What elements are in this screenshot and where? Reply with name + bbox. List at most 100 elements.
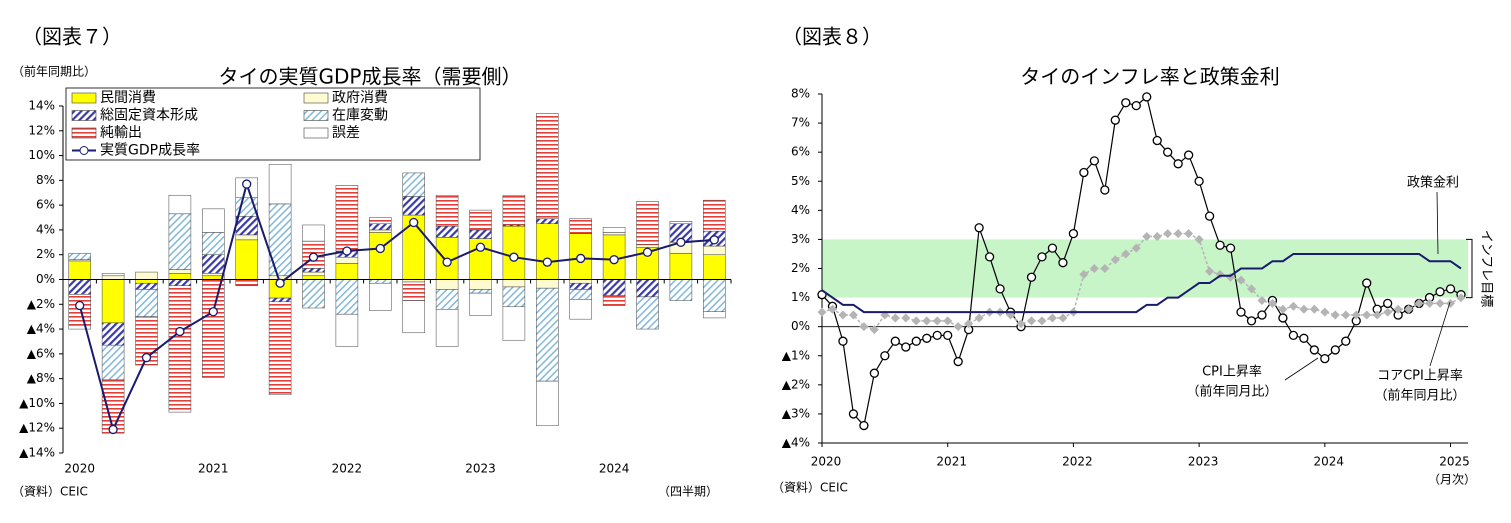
y-tick-label: ▲1% (782, 348, 810, 362)
point (1341, 310, 1351, 320)
point (1131, 243, 1141, 253)
bar-segment (168, 269, 192, 274)
bar-segment (168, 273, 192, 280)
point (1404, 304, 1414, 314)
point (869, 325, 879, 335)
point (75, 300, 85, 311)
point (922, 316, 932, 326)
y-tick-label: ▲8% (27, 371, 55, 385)
point (1267, 298, 1277, 308)
point (1079, 167, 1089, 178)
y-tick-label: 4% (36, 222, 55, 236)
point (141, 352, 152, 363)
point (1100, 264, 1110, 273)
bar-segment (369, 282, 392, 311)
bar-segment (435, 279, 459, 290)
bar-segment (602, 227, 626, 233)
bar-segment (703, 199, 726, 232)
point (175, 326, 185, 337)
x-tick-label: 2024 (1314, 455, 1345, 469)
y-tick-label: 0% (791, 319, 810, 333)
bar-segment (135, 282, 158, 290)
bar-segment (369, 229, 392, 233)
bar-segment (435, 289, 459, 310)
legend-label: 総固定資本形成 (100, 108, 198, 124)
point (869, 368, 880, 378)
bar-segment (302, 268, 325, 273)
bar-segment (135, 271, 158, 280)
legend-swatch (303, 92, 329, 104)
annotation-leader (1436, 191, 1439, 255)
bar-segment (235, 216, 258, 236)
bar-segment (703, 245, 726, 255)
point (1037, 252, 1047, 262)
bar-segment (536, 287, 559, 382)
point (1131, 100, 1141, 111)
bar-segment (202, 273, 225, 277)
point (1163, 229, 1173, 239)
y-tick-label: 1% (791, 290, 810, 304)
figure-label: （図表７） (22, 25, 122, 49)
point (1225, 243, 1236, 253)
point (1089, 156, 1100, 166)
y-tick-label: 0% (36, 272, 55, 286)
bar-segment (168, 194, 192, 215)
bar-segment (569, 289, 592, 300)
point (1288, 301, 1298, 311)
chart-title: タイの実質GDP成長率（需要側） (219, 65, 522, 89)
bar-segment (268, 163, 292, 205)
bar-segment (402, 300, 425, 334)
bar-segment (502, 279, 526, 288)
bar-segment (202, 279, 225, 378)
point (1152, 135, 1162, 146)
y-tick-label: 2% (36, 247, 55, 261)
point (1257, 295, 1267, 305)
bar-segment (335, 256, 359, 264)
bar-segment (469, 209, 492, 231)
bar-segment (569, 299, 592, 320)
bar-segment (68, 260, 91, 280)
point (1330, 310, 1340, 320)
point (409, 217, 419, 228)
point (108, 424, 118, 435)
bar-segment (101, 273, 125, 277)
bar-segment (235, 239, 258, 280)
point (974, 223, 984, 233)
point (1445, 284, 1456, 294)
y-tick-label: 12% (28, 123, 55, 137)
point (1142, 92, 1152, 102)
point (275, 278, 285, 288)
legend-label: 政府消費 (332, 90, 388, 106)
bar-segment (569, 218, 592, 234)
point (676, 237, 686, 247)
point (943, 330, 953, 341)
point (848, 409, 859, 419)
bar-segment (636, 201, 659, 246)
bar-segment (101, 279, 125, 324)
point (1309, 304, 1319, 314)
band-label: インフレ目標 (1479, 230, 1494, 308)
x-tick-label: 2020 (811, 455, 842, 469)
point (1288, 330, 1299, 341)
point (1184, 229, 1194, 239)
point (1079, 269, 1089, 279)
bar-segment (502, 286, 526, 308)
point (817, 307, 827, 317)
x-tick-label: 2020 (64, 462, 95, 476)
bar-segment (703, 279, 726, 312)
annotation: CPI上昇率 (1202, 365, 1262, 380)
point (911, 336, 921, 346)
point (1435, 287, 1445, 297)
point (1142, 232, 1152, 242)
point (1215, 240, 1225, 250)
bar-segment (435, 308, 459, 347)
y-tick-label: ▲2% (782, 377, 810, 391)
bar-segment (101, 322, 125, 346)
x-tick-label: 2021 (936, 455, 967, 469)
bar-segment (68, 279, 91, 295)
annotation: コアCPI上昇率 (1377, 369, 1463, 384)
x-tick-label: 2025 (1439, 455, 1470, 469)
y-tick-label: ▲4% (782, 436, 810, 450)
bar-segment (302, 279, 325, 309)
legend-swatch (303, 127, 329, 139)
